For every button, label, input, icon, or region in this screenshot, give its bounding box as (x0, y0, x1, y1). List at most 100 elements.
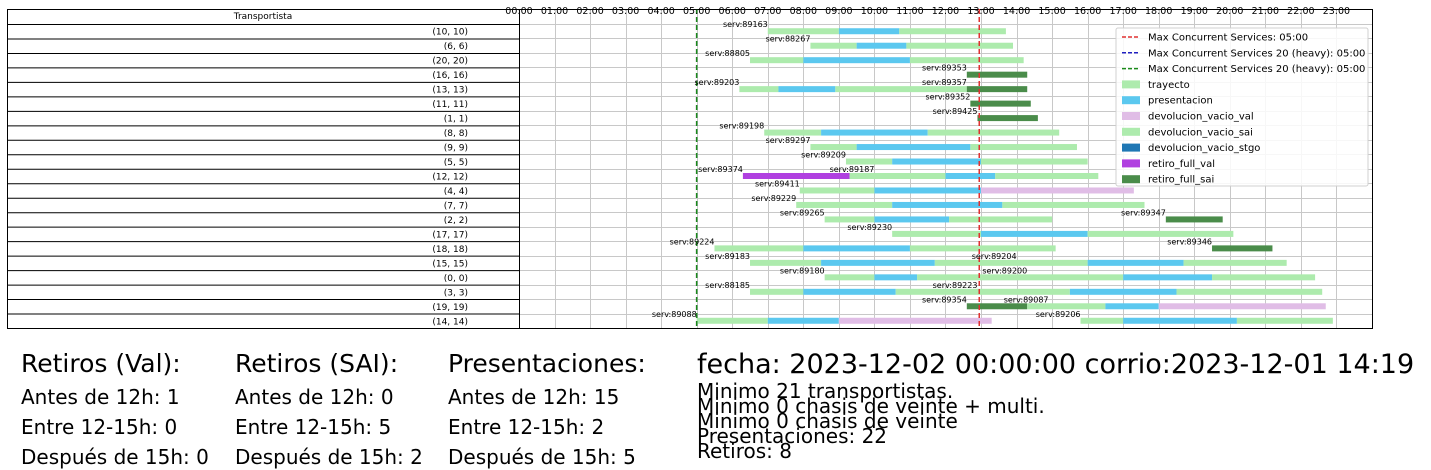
x-tick-label: 18:00 (1145, 6, 1172, 17)
summary-line: Antes de 12h: 0 (235, 385, 394, 409)
x-tick-label: 23:00 (1323, 6, 1350, 17)
x-tick-label: 05:00 (683, 6, 710, 17)
summary-line: Después de 15h: 5 (448, 445, 636, 469)
row-label: (8, 8) (444, 129, 468, 139)
bar-retiro_full_sai (1212, 245, 1273, 252)
bar-trayecto (899, 28, 1006, 35)
x-tick-label: 13:00 (967, 6, 994, 17)
driver-table: Transportista (10, 10) (6, 6) (20, 20) (16, … (7, 9, 520, 329)
bar-presentacion (1123, 274, 1213, 281)
bar-retiro_full_sai (966, 71, 1028, 78)
service-label: serv:89230 (847, 223, 892, 232)
summary-retiros-val: Retiros (Val): Antes de 12h: 1 Entre 12-… (21, 349, 209, 469)
bar-trayecto (799, 187, 875, 194)
bar-presentacion (838, 28, 900, 35)
bar-presentacion (778, 86, 836, 93)
service-label: serv:89425 (933, 107, 978, 116)
bar-presentacion (767, 317, 839, 324)
bar-trayecto (895, 288, 1070, 295)
row-label: (4, 4) (444, 187, 468, 197)
x-tick-label: 12:00 (932, 6, 959, 17)
row-label: (9, 9) (444, 144, 468, 154)
service-label: serv:89223 (933, 281, 978, 290)
bar-presentacion (856, 42, 907, 49)
summary-title: Retiros (SAI): (235, 349, 399, 378)
chart-legend: Max Concurrent Services: 05:00 Max Concur… (1115, 27, 1369, 187)
summary-line: Entre 12-15h: 5 (235, 415, 392, 439)
row-label: (12, 12) (432, 173, 468, 183)
legend-patch-swatch (1122, 159, 1140, 168)
bar-presentacion (1123, 317, 1237, 324)
reference-lines (695, 9, 980, 328)
x-tick-label: 04:00 (647, 6, 674, 17)
legend-label: retiro_full_sai (1148, 175, 1214, 186)
bar-trayecto (810, 42, 857, 49)
service-label: serv:89088 (652, 310, 697, 319)
x-tick-label: 02:00 (576, 6, 603, 17)
row-label: (13, 13) (432, 86, 468, 96)
row-label: (3, 3) (444, 288, 468, 298)
row-label: (1, 1) (444, 115, 468, 125)
info-line: Minimo 0 chasis de veinte + multi. (697, 394, 1045, 418)
bar-trayecto (1183, 259, 1287, 266)
summary-title: Presentaciones: (448, 349, 646, 378)
service-label: serv:89087 (1004, 295, 1049, 304)
bar-trayecto (995, 173, 1099, 179)
bar-trayecto (917, 274, 1124, 281)
bar-presentacion (856, 144, 971, 151)
x-tick-label: 01:00 (541, 6, 568, 17)
info-line: Minimo 0 chasis de veinte (697, 409, 958, 433)
x-tick-label: 00:00 (505, 6, 532, 17)
run-info: fecha: 2023-12-02 00:00:00 corrio:2023-1… (697, 350, 1414, 463)
bar-trayecto (906, 42, 1014, 49)
row-label: (10, 10) (432, 28, 468, 38)
row-label: (19, 19) (432, 303, 468, 313)
service-label: serv:89206 (1036, 310, 1081, 319)
x-tick-label: 07:00 (754, 6, 781, 17)
bar-presentacion (803, 288, 896, 295)
bar-trayecto (845, 158, 893, 165)
bar-presentacion (945, 173, 996, 179)
x-tick-label: 14:00 (1003, 6, 1030, 17)
x-tick-label: 22:00 (1287, 6, 1314, 17)
x-tick-label: 19:00 (1181, 6, 1208, 17)
row-label: (0, 0) (444, 274, 468, 284)
bar-trayecto (981, 158, 1088, 165)
service-label: serv:89346 (1167, 237, 1212, 246)
bar-trayecto (1176, 288, 1323, 295)
legend-label: devolucion_vacio_val (1148, 112, 1254, 123)
x-tick-label: 21:00 (1252, 6, 1279, 17)
bar-devolucion_vacio_val (981, 187, 1134, 194)
bar-trayecto (764, 129, 822, 136)
bar-retiro_full_sai (966, 303, 1028, 310)
bar-trayecto (1212, 274, 1316, 281)
bar-presentacion (803, 245, 910, 252)
bar-trayecto (796, 201, 893, 208)
service-label: serv:89183 (705, 252, 750, 261)
summary-line: Entre 12-15h: 2 (448, 415, 605, 439)
info-line: Minimo 21 transportistas. (697, 379, 954, 403)
service-label: serv:89200 (982, 266, 1027, 275)
legend-label: trayecto (1148, 80, 1190, 91)
row-label: (16, 16) (432, 71, 468, 81)
service-label: serv:88267 (766, 35, 811, 44)
summary-title: Retiros (Val): (21, 349, 181, 378)
summary-line: Después de 15h: 0 (21, 445, 209, 469)
legend-label: Max Concurrent Services 20 (heavy): 05:0… (1148, 64, 1365, 75)
table-header: Transportista (233, 12, 292, 22)
x-tick-label: 16:00 (1074, 6, 1101, 17)
bar-trayecto (810, 144, 857, 151)
service-label: serv:89374 (698, 165, 743, 174)
legend-patch-swatch (1122, 143, 1140, 152)
service-label: serv:89198 (719, 122, 764, 131)
x-tick-label: 11:00 (896, 6, 923, 17)
bar-trayecto (714, 245, 804, 252)
bar-presentacion (874, 216, 950, 223)
service-label: serv:89347 (1121, 208, 1166, 217)
info-line: Retiros: 8 (697, 439, 792, 463)
bar-trayecto (970, 144, 1077, 151)
bar-presentacion (821, 129, 928, 136)
bar-trayecto (1236, 317, 1333, 324)
bar-trayecto (750, 259, 822, 266)
row-label: (20, 20) (432, 57, 468, 67)
